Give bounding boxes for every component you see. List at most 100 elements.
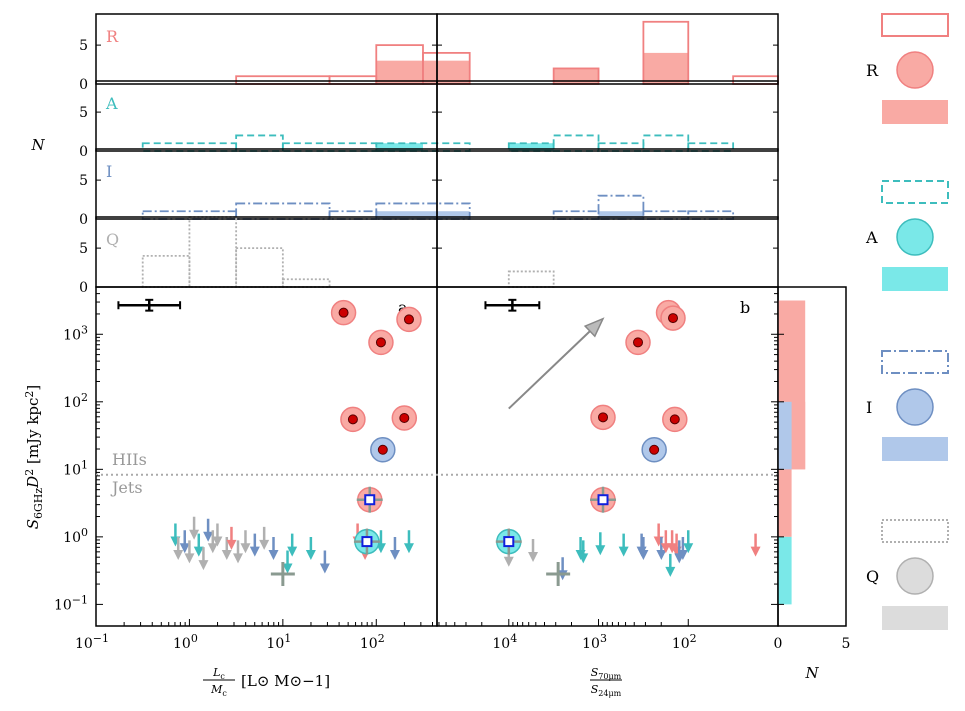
hist-ytick-label: 5 [79,173,88,189]
a-xtick-label: 102 [360,632,385,652]
right-hist-frame [777,286,847,627]
panel-a-label: a [398,298,408,317]
hist-bar-outline-Q-a [188,216,238,288]
legend-outline-Q [881,519,949,543]
upper-limit-A-head [287,546,298,557]
upper-limit-A-head [683,543,694,554]
upper-limit-I-head [203,531,214,542]
hist-bar-outline-A-a [281,142,378,152]
b-xtick-label: 102 [672,632,697,652]
legend-label-R: R [866,61,879,80]
legend-circle-R [896,51,934,89]
upper-limit-Q-head [189,529,200,540]
point-square-marker [503,536,515,548]
hist-bar-fill-I-b [598,211,644,219]
right-xtick-label: 0 [774,636,783,652]
hist-ytick-label: 5 [79,38,88,54]
hist-frame-Q-b [436,216,779,288]
main-ytick-label: 101 [63,458,88,478]
right-hist-bar-A [778,536,792,605]
upper-limit-A-head [578,553,589,564]
hist-bar-outline-R-a [328,75,378,85]
hist-row-label-I: I [106,162,112,181]
xlabel-a-num: Lc [212,666,225,681]
hist-ytick-label: 0 [79,280,88,296]
main-ytick-label: 100 [63,526,88,546]
legend: R A I Q [865,13,949,630]
a-xtick-label: 101 [266,632,291,652]
hist-bar-outline-Q-b [507,270,555,288]
upper-limit-Q-head [198,560,209,571]
point-dot-marker [649,444,660,455]
point-dot-marker [347,414,358,425]
point-dot-marker [403,314,414,325]
hist-bar-outline-Q-a [281,278,331,288]
hist-bar-fill-R-b [643,52,689,84]
upper-limit-I-head [249,546,260,557]
upper-limit-Q-head [212,536,223,547]
point-dot-marker [375,337,386,348]
upper-limit-R-head [750,546,761,557]
point-dot-marker [633,337,644,348]
upper-limit-I-head [656,549,667,560]
upper-limit-I-head [389,549,400,560]
a-xtick-label: 100 [173,632,198,652]
a-xtick-label: 10−1 [75,632,109,652]
hist-ytick-label: 5 [79,105,88,121]
legend-fill-R [882,100,948,124]
right-hist-bar-I [778,401,792,470]
upper-limit-A-head [618,546,629,557]
legend-fill-A [882,267,948,291]
upper-limit-R-head [667,543,678,554]
point-square-marker [364,494,376,506]
panel-b-frame [436,286,779,627]
hist-frame-I-b [436,148,779,220]
labels: S6GHzD2 [mJy kpc2] Lc Mc [L⊙ M⊙−1] S70μm S24μ… [23,385,819,698]
upper-limit-Q-head [207,543,218,554]
legend-fill-I [882,437,948,461]
hist-bar-fill-R-a [422,60,470,84]
xlabel-a-den: Mc [210,683,227,698]
upper-limit-I-head [268,549,279,560]
hist-bar-fill-R-a [376,60,423,84]
upper-limit-Q-head [240,543,251,554]
hist-ytick-label: 5 [79,241,88,257]
main-ytick-label: 103 [63,323,88,343]
hist-ytick-label: 0 [79,77,88,93]
b-xtick-label: 103 [582,632,607,652]
upper-limit-R-head [660,543,671,554]
point-dot-marker [399,413,410,424]
legend-label-I: I [866,398,872,417]
xlabel-c: N [804,664,819,682]
point-dot-marker [377,444,388,455]
legend-outline-I [881,350,949,374]
upper-limit-Q-head [173,549,184,560]
hist-frame-A-a [95,80,438,152]
xlabel-b-den: S24μm [591,683,622,698]
legend-label-A: A [865,228,878,247]
hist-row-label-Q: Q [106,230,119,249]
point-dot-marker [669,414,680,425]
vector-arrow-head [583,317,605,338]
hist-bar-outline-A-b [507,142,555,152]
xlabel-b: S70μm S24μm [590,666,622,698]
hist-bar-outline-A-a [141,142,238,152]
legend-outline-R [881,13,949,37]
upper-limit-A-head [193,546,204,557]
hist-ytick-label: 0 [79,144,88,160]
upper-limit-Q-head [259,539,270,550]
legend-circle-A [896,218,934,256]
upper-limit-A-head [595,545,606,556]
jets-label: Jets [110,478,143,497]
hist-bar-outline-A-b [687,142,735,152]
right-hist-bar-R [778,469,792,537]
hist-frame-A-b [436,80,779,152]
hist-bar-outline-I-a [328,210,378,220]
hist-bar-fill-A-a [376,143,423,151]
upper-limit-Q-head [503,556,514,567]
upper-limit-A-head [403,543,414,554]
panel-b-label: b [740,298,750,317]
upper-limit-I-head [638,549,649,560]
scatter-panels: HIIs Jets 10−1 100 101 102 103 10−1 100 101 102 104… [54,286,779,652]
